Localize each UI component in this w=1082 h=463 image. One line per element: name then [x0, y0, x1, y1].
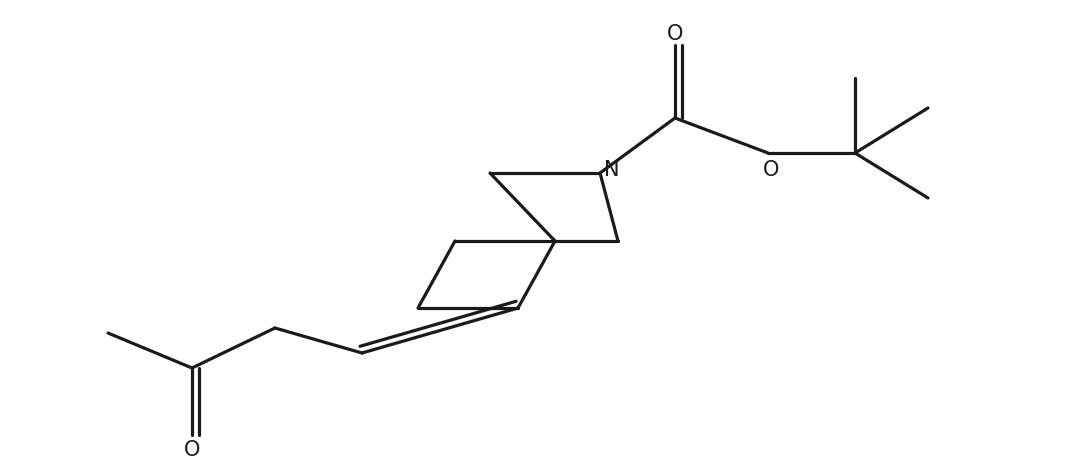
- Text: N: N: [604, 160, 620, 180]
- Text: O: O: [667, 24, 683, 44]
- Text: O: O: [763, 160, 779, 180]
- Text: O: O: [184, 439, 200, 459]
